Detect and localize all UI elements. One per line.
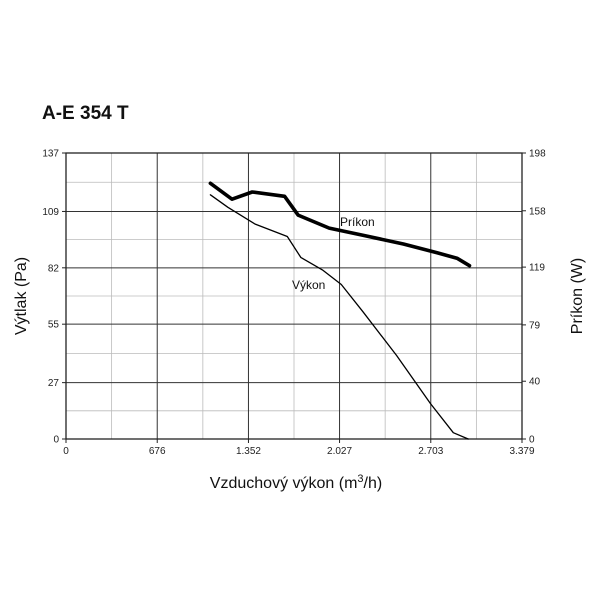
series-layer xyxy=(208,181,472,440)
x-tick-label: 3.379 xyxy=(509,446,534,457)
y-right-axis-ticks: 0 40 79 119 158 198 xyxy=(522,149,546,446)
y-right-tick-label: 40 xyxy=(529,377,541,388)
y-left-tick-label: 55 xyxy=(48,320,60,331)
y-right-axis-title: Príkon (W) xyxy=(569,258,586,334)
series-label-prikon: Príkon xyxy=(340,215,375,229)
x-tick-label: 2.027 xyxy=(327,446,352,457)
y-right-tick-label: 79 xyxy=(529,320,541,331)
x-tick-label: 1.352 xyxy=(236,446,261,457)
chart-title: A-E 354 T xyxy=(42,103,129,124)
series-line-vykon xyxy=(209,194,469,440)
y-left-tick-label: 109 xyxy=(42,207,59,218)
y-left-tick-label: 82 xyxy=(48,263,60,274)
y-left-axis-ticks: 0 27 55 82 109 137 xyxy=(42,149,66,446)
series-line-prikon xyxy=(208,181,472,268)
grid xyxy=(65,152,523,440)
x-tick-label: 2.703 xyxy=(418,446,443,457)
y-right-tick-label: 119 xyxy=(529,263,545,274)
y-left-tick-label: 0 xyxy=(53,435,59,446)
y-left-axis-title: Výtlak (Pa) xyxy=(13,257,30,335)
x-axis-ticks: 0 676 1.352 2.027 2.703 3.379 xyxy=(63,439,535,457)
y-left-tick-label: 137 xyxy=(42,149,59,160)
series-labels: Výkon Príkon xyxy=(292,215,375,292)
y-left-tick-label: 27 xyxy=(48,378,60,389)
y-right-tick-label: 158 xyxy=(529,206,546,217)
y-right-tick-label: 0 xyxy=(529,435,535,446)
series-label-vykon: Výkon xyxy=(292,278,325,292)
x-axis-title: Vzduchový výkon (m3/h) xyxy=(210,473,382,492)
x-tick-label: 676 xyxy=(149,446,166,457)
y-right-tick-label: 198 xyxy=(529,149,546,160)
x-tick-label: 0 xyxy=(63,446,69,457)
plot-frame xyxy=(65,152,523,440)
